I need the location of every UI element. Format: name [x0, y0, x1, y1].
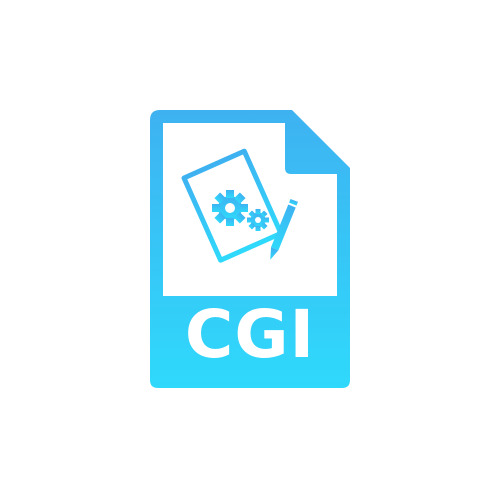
document-gears-pen-icon — [181, 148, 298, 263]
large-gear-icon — [212, 190, 248, 226]
file-extension-label: CGI — [184, 296, 316, 373]
small-gear-icon — [247, 209, 269, 231]
tilted-document-icon — [181, 148, 284, 263]
pen-icon — [270, 198, 298, 260]
